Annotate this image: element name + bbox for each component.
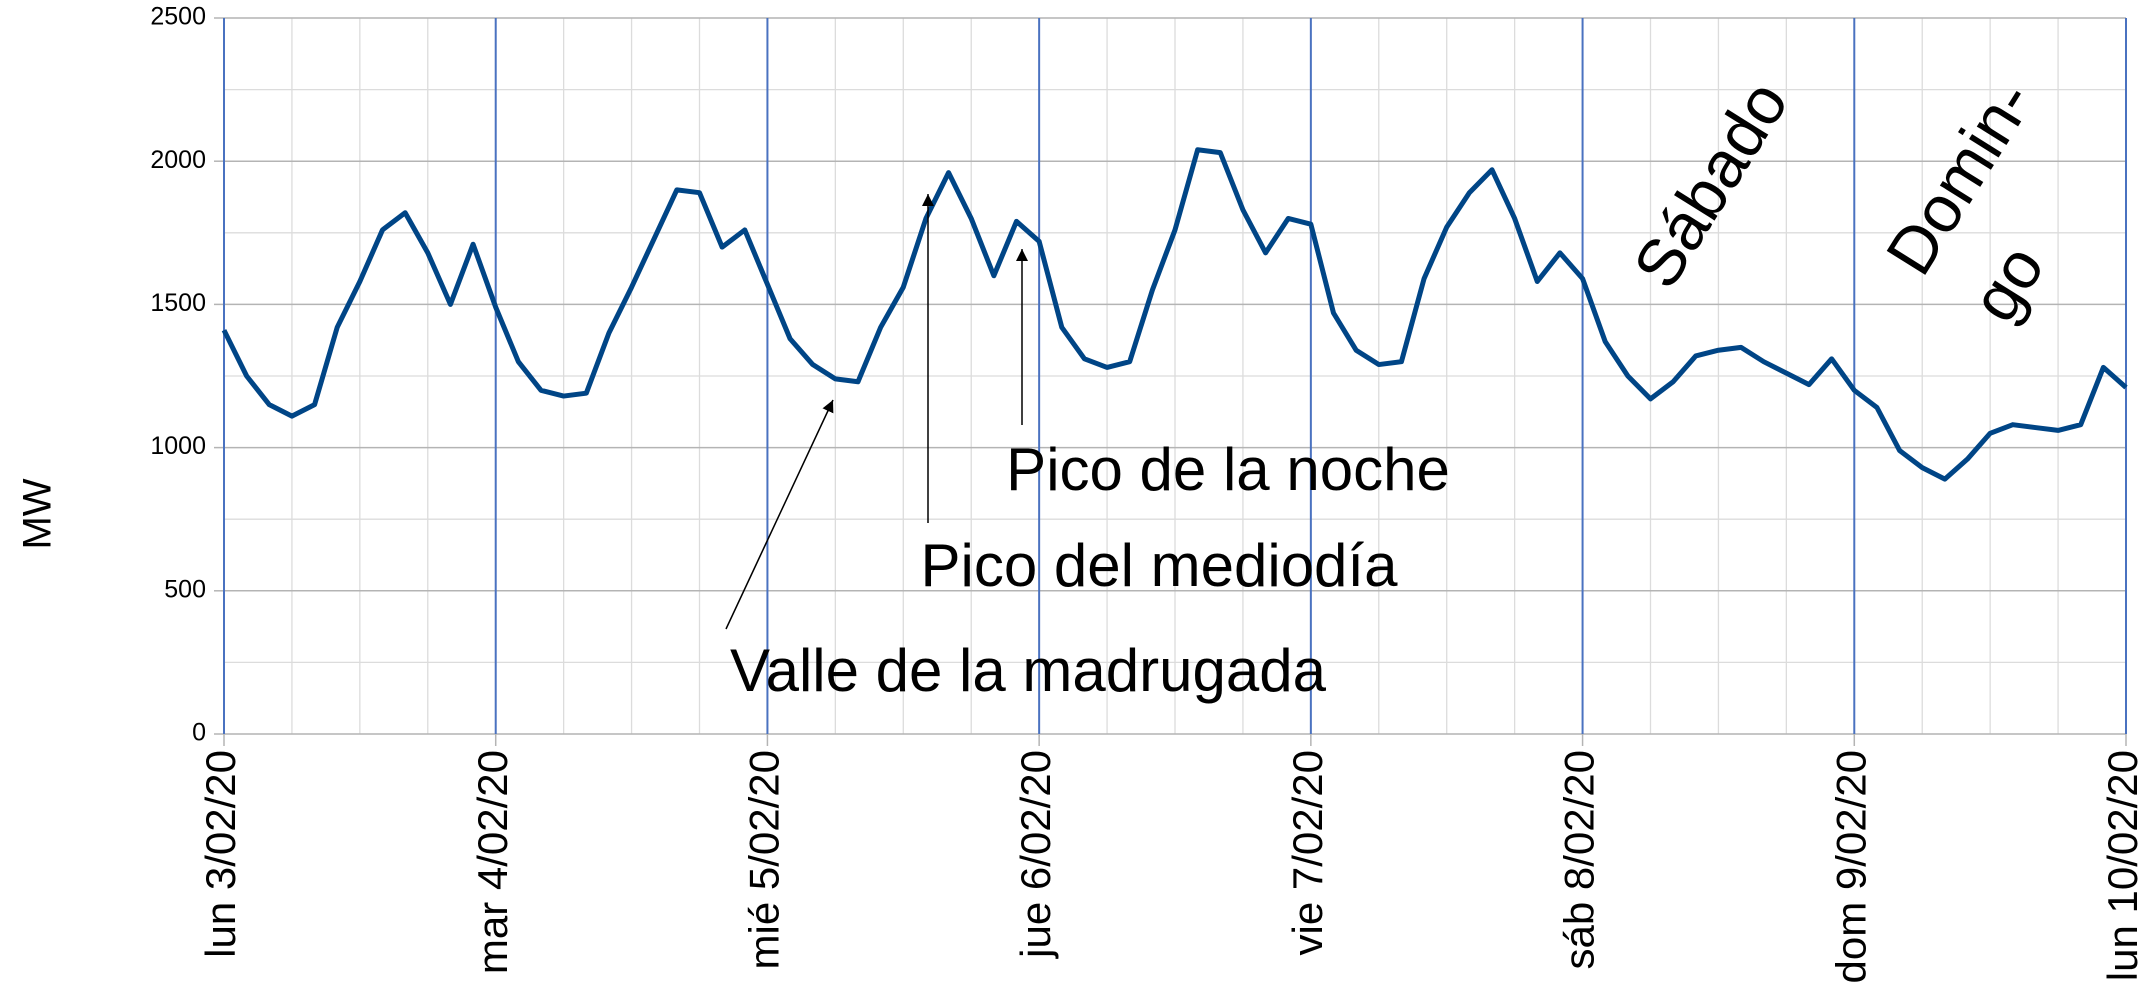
y-tick-label: 0 [192, 719, 206, 747]
x-tick-label: vie 7/02/20 [1284, 750, 1331, 956]
y-tick-label: 1500 [150, 289, 206, 317]
annotation: Valle de la madrugada [730, 637, 1327, 704]
x-tick-label: sáb 8/02/20 [1556, 750, 1603, 970]
x-tick-label: jue 6/02/20 [1012, 750, 1059, 960]
annotation: Pico de la noche [1006, 436, 1450, 503]
line [221, 147, 2128, 482]
annotation: Sábado [1619, 68, 1802, 300]
arrow [725, 399, 834, 630]
y-axis-label: MW [16, 478, 60, 549]
annotation: go [1956, 232, 2058, 333]
x-tick-label: dom 9/02/20 [1827, 750, 1874, 984]
x-tick-label: mar 4/02/20 [469, 750, 516, 974]
annotation: Pico del mediodía [921, 532, 1399, 599]
y-tick-label: 2500 [150, 3, 206, 31]
x-tick-label: lun 3/02/20 [197, 750, 244, 958]
y-tick-label: 500 [164, 575, 206, 603]
y-tick-label: 1000 [150, 432, 206, 460]
x-tick-label: mié 5/02/20 [741, 750, 788, 969]
x-tick-label: lun 10/02/20 [2099, 750, 2146, 981]
y-tick-label: 2000 [150, 146, 206, 174]
plot [221, 147, 2128, 482]
